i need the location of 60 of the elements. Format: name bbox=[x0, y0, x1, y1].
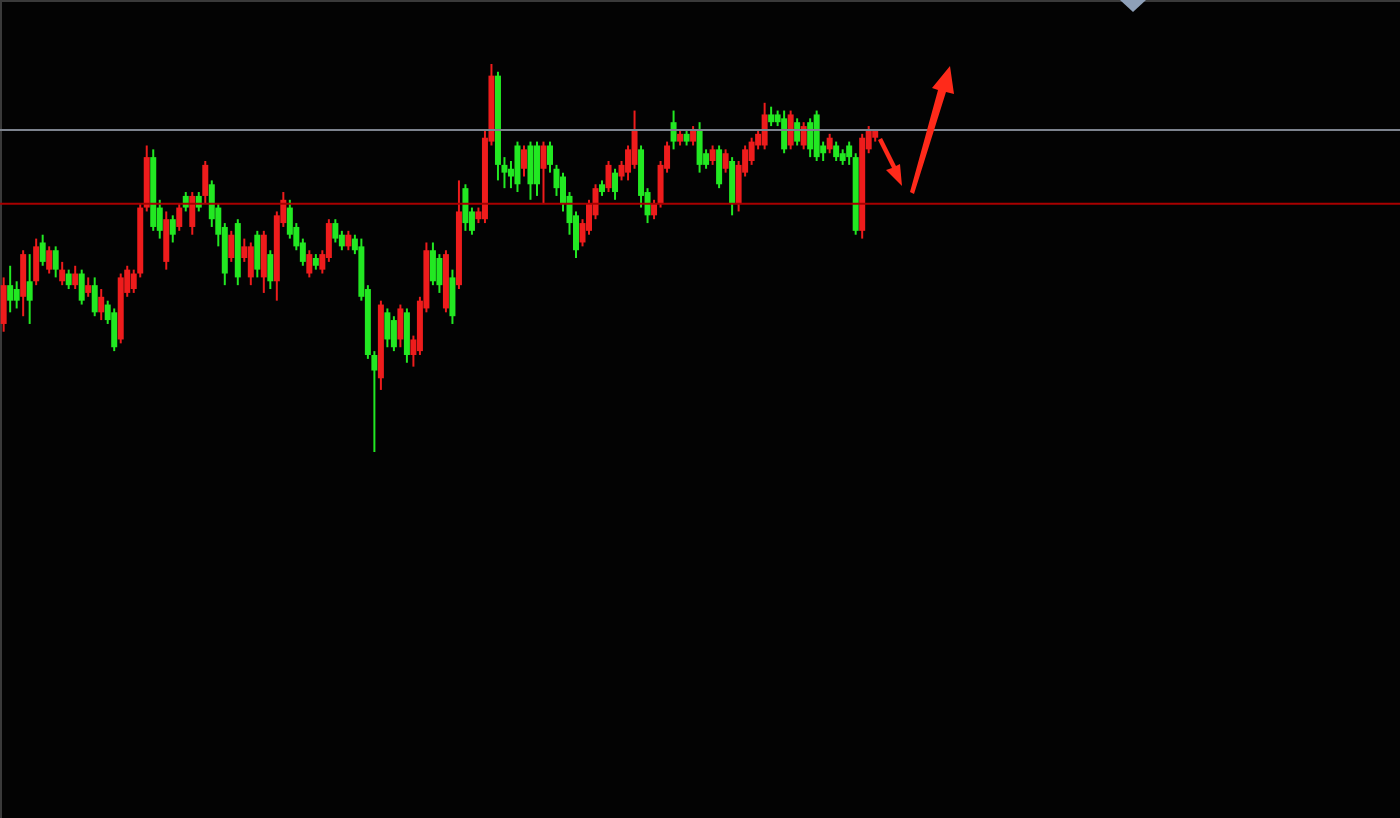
candlestick bbox=[98, 288, 105, 322]
candlestick bbox=[111, 307, 118, 353]
candlestick bbox=[13, 280, 20, 310]
candlestick bbox=[202, 160, 209, 205]
candlestick bbox=[33, 237, 40, 287]
candlestick bbox=[768, 105, 775, 128]
candlestick bbox=[65, 268, 72, 291]
candlestick bbox=[345, 229, 352, 252]
candlestick bbox=[709, 144, 716, 166]
candlestick bbox=[163, 210, 170, 271]
candlestick bbox=[833, 140, 840, 162]
candlestick bbox=[781, 109, 788, 155]
candlestick bbox=[826, 132, 833, 155]
candlestick bbox=[605, 160, 612, 194]
candlestick bbox=[612, 167, 619, 201]
candlestick bbox=[176, 202, 183, 232]
candlestick bbox=[91, 276, 98, 318]
candlestick bbox=[384, 307, 391, 349]
candlestick bbox=[0, 276, 7, 333]
candlestick bbox=[787, 109, 794, 151]
candlestick bbox=[46, 245, 53, 275]
candlestick bbox=[72, 264, 79, 291]
candlestick bbox=[254, 229, 261, 279]
candlestick bbox=[807, 117, 814, 159]
candlestick bbox=[397, 303, 404, 349]
candlestick bbox=[540, 140, 547, 205]
candlestick bbox=[533, 140, 540, 197]
candlestick bbox=[228, 229, 235, 263]
candlestick bbox=[332, 218, 339, 244]
candlestick bbox=[247, 241, 254, 287]
candlestick bbox=[449, 268, 456, 325]
candlestick bbox=[670, 109, 677, 151]
candlestick bbox=[85, 276, 92, 298]
candlestick bbox=[429, 241, 436, 287]
candlestick bbox=[267, 249, 274, 291]
candlestick bbox=[527, 140, 534, 201]
candlestick bbox=[59, 260, 66, 287]
candlestick bbox=[52, 245, 59, 279]
candlestick bbox=[189, 191, 196, 236]
candlestick bbox=[696, 121, 703, 174]
candlestick bbox=[722, 148, 729, 174]
candlestick bbox=[403, 307, 410, 364]
candlestick bbox=[26, 253, 33, 325]
candlestick bbox=[462, 183, 469, 232]
candlestick bbox=[729, 156, 736, 217]
candlestick bbox=[761, 101, 768, 151]
candlestick bbox=[514, 140, 521, 194]
candlestick bbox=[39, 233, 46, 267]
candlestick bbox=[520, 144, 527, 178]
candlestick bbox=[20, 249, 27, 318]
candlestick bbox=[390, 315, 397, 353]
candlestick bbox=[78, 268, 85, 306]
candlestick bbox=[813, 109, 820, 162]
candlestick bbox=[7, 264, 14, 314]
candlestick bbox=[716, 144, 723, 190]
candlestick bbox=[169, 214, 176, 244]
candlestick bbox=[306, 249, 313, 279]
candlestick bbox=[260, 229, 267, 294]
candlestick bbox=[690, 125, 697, 147]
candlestick bbox=[794, 117, 801, 147]
